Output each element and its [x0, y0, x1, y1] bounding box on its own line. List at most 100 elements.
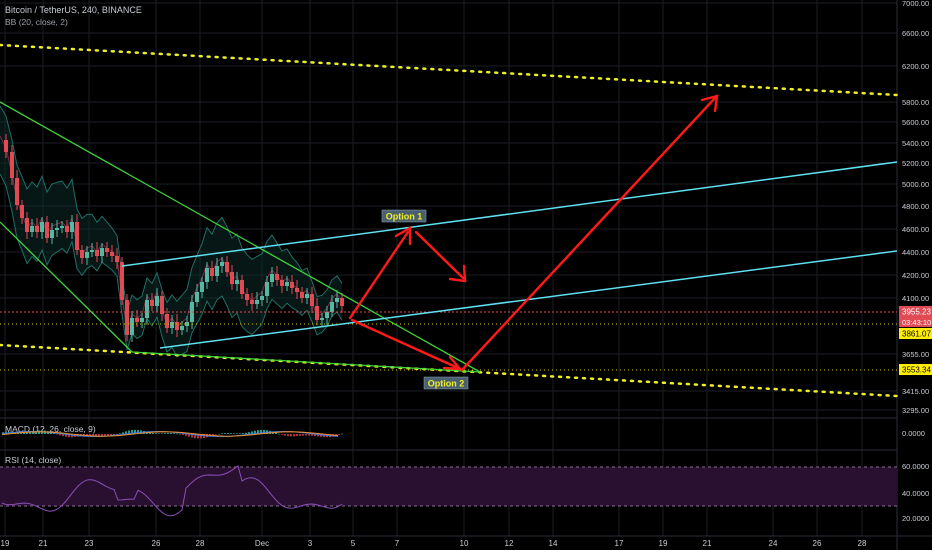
bb-upper	[0, 105, 343, 312]
candle-body[interactable]	[215, 266, 219, 276]
time-axis[interactable]: 19 21 23 26 28 Dec 3 5 7 10 12 14 17 19 21 24 26 28	[1, 539, 867, 548]
macd-bar	[20, 432, 22, 434]
candle-body[interactable]	[145, 300, 149, 318]
macd-bar	[302, 434, 304, 436]
rsi-label[interactable]: RSI (14, close)	[5, 455, 61, 465]
candle-body[interactable]	[85, 252, 89, 258]
candle-body[interactable]	[305, 294, 309, 298]
candle-body[interactable]	[90, 250, 94, 252]
candle-body[interactable]	[75, 222, 79, 250]
macd-bar	[95, 434, 97, 436]
candle-body[interactable]	[300, 292, 304, 298]
candle-body[interactable]	[155, 296, 159, 306]
candle-body[interactable]	[275, 274, 279, 280]
candle-body[interactable]	[285, 282, 289, 286]
scenario-arrows[interactable]	[348, 94, 719, 372]
candle-body[interactable]	[35, 226, 39, 232]
macd-bar	[155, 433, 157, 434]
candle-body[interactable]	[60, 226, 64, 228]
candle-body[interactable]	[130, 318, 134, 335]
channel-upper-line[interactable]	[121, 161, 898, 267]
candle-body[interactable]	[115, 256, 119, 262]
candle-body[interactable]	[140, 318, 144, 322]
candle-body[interactable]	[230, 272, 234, 284]
candle-body[interactable]	[40, 222, 44, 232]
macd-bar	[311, 434, 313, 436]
macd-bar	[188, 434, 190, 437]
macd-bar	[119, 433, 121, 435]
candle-body[interactable]	[250, 300, 254, 304]
macd-bar	[65, 434, 67, 437]
candle-body[interactable]	[25, 218, 29, 232]
candle-body[interactable]	[95, 250, 99, 256]
candle-body[interactable]	[160, 296, 164, 314]
wedge-lower-line-left[interactable]	[0, 221, 133, 353]
candle-body[interactable]	[4, 140, 8, 152]
macd-bar	[173, 433, 175, 434]
candle-body[interactable]	[245, 294, 249, 300]
candle-body[interactable]	[65, 226, 69, 232]
candle-body[interactable]	[325, 312, 329, 318]
candle-body[interactable]	[315, 306, 319, 320]
candle-body[interactable]	[70, 222, 74, 232]
candle-body[interactable]	[125, 300, 129, 335]
candle-body[interactable]	[310, 294, 314, 306]
candle-body[interactable]	[175, 322, 179, 330]
candle-body[interactable]	[165, 314, 169, 328]
candle-body[interactable]	[45, 222, 49, 238]
candle-body[interactable]	[235, 280, 239, 284]
candle-body[interactable]	[200, 282, 204, 292]
price-axis[interactable]: 7000.00 6600.00 6200.00 5800.00 5600.00 5400.…	[902, 0, 929, 415]
candle-body[interactable]	[270, 274, 274, 282]
candle-body[interactable]	[80, 250, 84, 258]
candle-body[interactable]	[195, 292, 199, 302]
candle-body[interactable]	[110, 252, 114, 256]
macd-bar	[296, 434, 298, 437]
candle-body[interactable]	[290, 282, 294, 288]
candle-body[interactable]	[255, 300, 259, 304]
candle-body[interactable]	[280, 280, 284, 286]
macd-bar	[281, 434, 283, 435]
candle-body[interactable]	[185, 322, 189, 326]
candle-body[interactable]	[210, 268, 214, 276]
candle-body[interactable]	[135, 318, 139, 322]
macd-bar	[128, 430, 130, 434]
current-price-tag: 3955.23	[899, 306, 932, 317]
candle-body[interactable]	[265, 282, 269, 296]
price-tick: 4800.00	[902, 202, 929, 211]
macd-label[interactable]: MACD (12, 26, close, 9)	[5, 424, 96, 434]
candle-body[interactable]	[225, 262, 229, 272]
macd-bar	[59, 434, 61, 436]
chart-grid	[0, 0, 897, 536]
upper-dotted-trendline[interactable]	[0, 43, 899, 97]
candle-body[interactable]	[30, 226, 34, 232]
candle-body[interactable]	[55, 228, 59, 230]
candle-body[interactable]	[20, 205, 24, 218]
candle-body[interactable]	[15, 178, 19, 205]
candle-body[interactable]	[10, 152, 14, 178]
candle-body[interactable]	[100, 248, 104, 256]
candle-body[interactable]	[320, 318, 324, 320]
wedge-lower-line-bottom[interactable]	[131, 351, 481, 373]
svg-text:3861.07: 3861.07	[902, 330, 931, 339]
candle-body[interactable]	[295, 288, 299, 292]
macd-bar	[200, 434, 202, 439]
candle-body[interactable]	[105, 248, 109, 252]
candle-body[interactable]	[150, 300, 154, 306]
candle-body[interactable]	[240, 280, 244, 294]
candle-body[interactable]	[220, 262, 224, 266]
candle-body[interactable]	[120, 262, 124, 300]
candle-body[interactable]	[180, 326, 184, 330]
candle-body[interactable]	[260, 296, 264, 300]
candle-body[interactable]	[50, 230, 54, 238]
bb-indicator-label[interactable]: BB (20, close, 2)	[5, 17, 68, 27]
candle-body[interactable]	[335, 298, 339, 302]
candle-body[interactable]	[170, 322, 174, 328]
candle-body[interactable]	[340, 298, 344, 306]
candle-body[interactable]	[330, 302, 334, 312]
candle-body[interactable]	[205, 268, 209, 282]
macd-bar	[23, 432, 25, 434]
symbol-title[interactable]: Bitcoin / TetherUS, 240, BINANCE	[5, 5, 142, 15]
wedge-upper-line[interactable]	[0, 101, 481, 373]
